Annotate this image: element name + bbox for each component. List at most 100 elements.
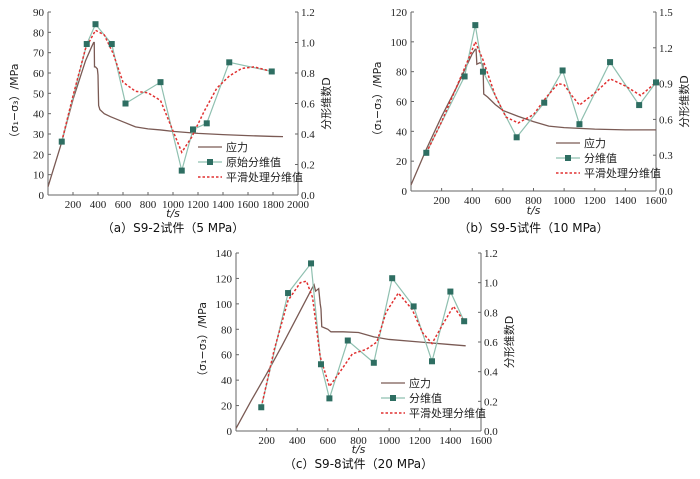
y-right-tick-label: 1.5 (659, 7, 673, 19)
y-right-tick-label: 0.3 (659, 150, 673, 162)
fractal-line (425, 25, 657, 154)
fractal-point (370, 359, 377, 366)
legend-item-stress: 应力 (556, 136, 606, 150)
legend-item-fractal: 分维值 (556, 152, 617, 165)
x-axis-label: t/s (527, 204, 541, 217)
fractal-point (653, 79, 659, 86)
legend-item-smoothed: 平滑处理分维值 (198, 171, 303, 184)
fractal-point (423, 149, 430, 156)
fractal-point (268, 68, 275, 75)
y-left-tick-label: 40 (396, 126, 408, 138)
fractal-point (429, 358, 435, 365)
stress-line (47, 41, 284, 188)
fractal-point (559, 67, 566, 74)
y-right-tick-label: 0.2 (484, 396, 498, 408)
x-axis-label: t/s (352, 443, 366, 456)
y-right-tick-label: 0.4 (301, 129, 315, 141)
legend-label: 原始分维值 (226, 155, 281, 169)
y-left-tick-label: 60 (221, 350, 233, 362)
y-left-tick-label: 50 (33, 88, 45, 100)
fractal-point (157, 79, 164, 86)
x-tick-label: 1200 (187, 199, 210, 211)
y-right-tick-label: 0.2 (301, 160, 315, 172)
x-tick-label: 1400 (614, 195, 637, 207)
y-left-tick-label: 140 (216, 248, 233, 260)
stress-line (410, 48, 656, 186)
legend-label: 应力 (226, 140, 248, 154)
y-left-tick-label: 80 (221, 324, 233, 336)
chart-caption: （b）S9-5试件（10 MPa） (458, 220, 608, 235)
y-left-tick-label: 120 (216, 273, 233, 285)
x-tick-label: 1200 (584, 195, 607, 207)
fractal-point (108, 41, 115, 48)
y-right-tick-label: 0.0 (484, 426, 498, 438)
legend-marker-fractal (207, 159, 213, 165)
fractal-point (410, 303, 417, 310)
legend-label: 平滑处理分维值 (584, 167, 661, 180)
y-left-tick-label: 10 (33, 170, 45, 182)
legend-marker-fractal (390, 395, 396, 401)
x-tick-label: 800 (140, 199, 157, 211)
legend-item-smoothed: 平滑处理分维值 (381, 407, 486, 420)
fractal-point (541, 99, 548, 106)
fractal-point (92, 21, 99, 28)
y-left-axis-label: （σ₁−σ₃）/MPa (371, 61, 384, 141)
legend-label: 平滑处理分维值 (409, 407, 486, 420)
fractal-point (58, 138, 65, 145)
fractal-point (636, 102, 643, 109)
chart-c: 0 20 40 60 80 100 120 140 0.0 0.2 0.4 0.6 0.8 1.0 1.2 2… (196, 248, 516, 471)
stress-line (235, 283, 466, 429)
y-left-tick-label: 30 (33, 129, 45, 141)
legend-item-fractal: 分维值 (381, 392, 442, 405)
x-tick-label: 600 (115, 199, 132, 211)
legend-label: 平滑处理分维值 (226, 171, 303, 184)
fractal-point (285, 290, 292, 297)
y-right-tick-label: 0.4 (484, 367, 498, 379)
x-tick-label: 200 (258, 435, 275, 447)
x-tick-label: 1000 (162, 199, 185, 211)
x-tick-label: 400 (289, 435, 306, 447)
y-left-tick-label: 0 (402, 186, 408, 198)
legend-marker-fractal (565, 155, 571, 161)
legend-item-fractal: 原始分维值 (198, 155, 281, 169)
fractal-point (479, 68, 486, 75)
x-tick-label: 1600 (470, 435, 493, 447)
legend-label: 应力 (584, 136, 606, 150)
fractal-point (607, 59, 614, 66)
legend-label: 分维值 (409, 392, 442, 405)
y-left-tick-label: 70 (33, 48, 45, 60)
x-tick-label: 200 (65, 199, 82, 211)
y-right-tick-label: 1.0 (301, 38, 315, 50)
fractal-point (308, 260, 315, 267)
y-left-tick-label: 80 (396, 67, 408, 79)
fractal-point (461, 318, 468, 325)
y-left-tick-label: 60 (396, 97, 408, 109)
y-right-tick-label: 0.9 (659, 79, 673, 91)
fractal-point (178, 167, 185, 174)
chart-caption: （a）S9-2试件（5 MPa） (102, 220, 244, 235)
fractal-point (389, 275, 396, 282)
legend-item-stress: 应力 (198, 140, 248, 154)
y-right-axis-label: 分形维数D (320, 77, 333, 129)
y-left-tick-label: 0 (39, 190, 45, 202)
y-right-tick-label: 0.6 (659, 114, 673, 126)
legend-item-smoothed: 平滑处理分维值 (556, 167, 661, 180)
y-right-axis-label: 分形维数D (503, 316, 516, 368)
x-tick-label: 600 (320, 435, 337, 447)
fractal-point (226, 59, 233, 66)
y-right-tick-label: 0.8 (484, 307, 498, 319)
x-tick-label: 400 (90, 199, 107, 211)
y-left-tick-label: 100 (391, 37, 408, 49)
y-left-tick-label: 20 (33, 149, 45, 161)
y-right-tick-label: 1.2 (659, 43, 673, 55)
fractal-point (190, 126, 196, 133)
chart-a: 0 10 20 30 40 50 60 70 80 90 0.0 0.2 0.4 0.6 0.8 1.0 1.2… (8, 7, 333, 235)
fractal-point (447, 288, 454, 295)
x-tick-label: 1400 (212, 199, 235, 211)
y-left-tick-label: 60 (33, 68, 45, 80)
y-left-tick-label: 20 (221, 401, 233, 413)
fractal-point (317, 361, 324, 368)
legend-label: 分维值 (584, 152, 617, 165)
y-left-tick-label: 40 (33, 109, 45, 121)
fractal-point (461, 73, 468, 80)
